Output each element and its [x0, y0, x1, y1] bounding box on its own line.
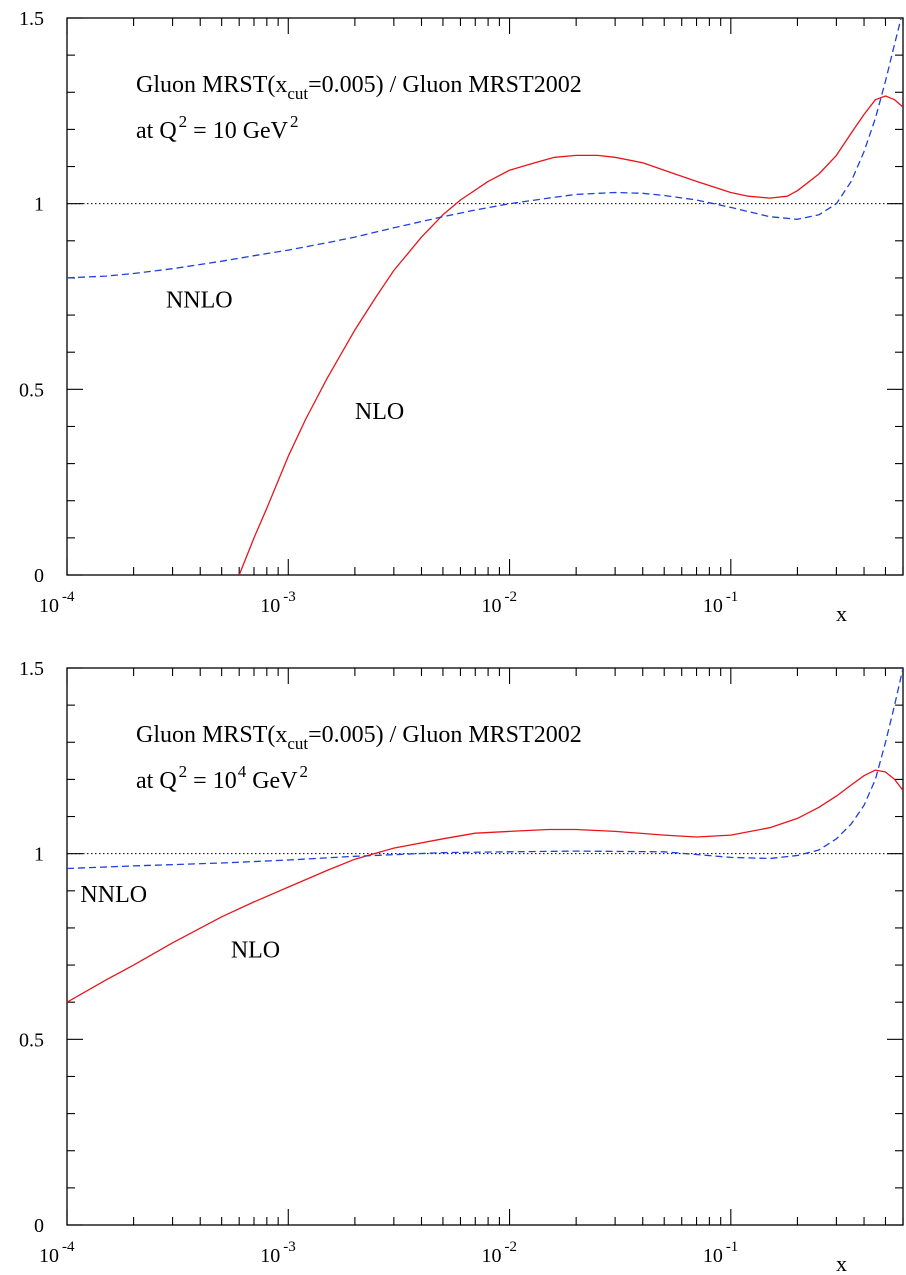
- x-tick-label: 10 -2: [482, 1239, 518, 1267]
- y-tick-label: 0: [34, 565, 44, 587]
- y-tick-label: 1.5: [19, 8, 44, 30]
- curve-label-nnlo: NNLO: [80, 882, 147, 908]
- y-tick-label: 0.5: [19, 379, 44, 401]
- x-tick-label: 10 -3: [260, 1239, 296, 1267]
- plot-frame: [66, 667, 904, 1226]
- x-tick-label: 10 -4: [39, 589, 75, 617]
- curve-label-nlo: NLO: [355, 399, 404, 425]
- y-tick-label: 0.5: [19, 1029, 44, 1051]
- curve-label-nlo: NLO: [231, 938, 280, 964]
- chart-title: Gluon MRST(xcut=0.005) / Gluon MRST2002: [136, 72, 582, 103]
- y-tick-label: 1: [34, 844, 44, 866]
- x-tick-label: 10 -1: [703, 589, 739, 617]
- y-tick-label: 1.5: [19, 658, 44, 680]
- curve-label-nnlo: NNLO: [166, 288, 233, 314]
- x-tick-label: 10 -3: [260, 589, 296, 617]
- plot-frame: [66, 17, 904, 576]
- bottom-chart-panel: 0 0.5 1 1.5 10 -4 10 -3 10 -2 10 -1 x NNLO NLO Gluon MR…: [19, 658, 904, 1275]
- y-tick-label: 0: [34, 1215, 44, 1237]
- x-tick-label: 10 -2: [482, 589, 518, 617]
- top-chart-panel: 0 0.5 1 1.5 10 -4 10 -3 10 -2 10 -1 x NNLO NLO Gluon MR…: [19, 8, 904, 626]
- series-nlo-line: [67, 769, 903, 1003]
- series-nnlo-line: [67, 18, 902, 279]
- series-nnlo-line: [67, 668, 903, 870]
- series-nlo-line: [238, 95, 903, 575]
- x-axis-label: x: [836, 601, 847, 626]
- x-tick-label: 10 -1: [703, 1239, 739, 1267]
- x-tick-label: 10 -4: [39, 1239, 75, 1267]
- chart-title: Gluon MRST(xcut=0.005) / Gluon MRST2002: [136, 722, 582, 753]
- x-axis-label: x: [836, 1251, 847, 1275]
- y-tick-label: 1: [34, 194, 44, 216]
